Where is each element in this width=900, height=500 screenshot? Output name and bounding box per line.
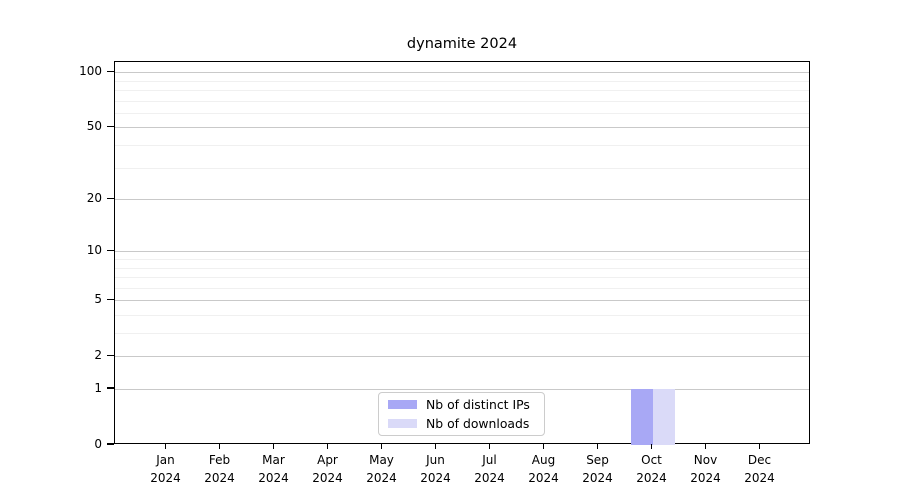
x-tick-label: Apr 2024: [300, 452, 356, 487]
x-tick-mark: [596, 444, 599, 449]
y-tick-mark: [107, 298, 114, 300]
y-tick-mark: [107, 354, 114, 356]
y-tick-label: 0: [94, 437, 102, 451]
gridline-major: [115, 199, 809, 201]
x-tick-mark: [326, 444, 329, 449]
y-tick-label: 1: [94, 381, 102, 396]
x-tick-label: Oct 2024: [624, 452, 680, 487]
x-tick-mark: [164, 444, 167, 449]
x-tick-mark: [542, 444, 545, 449]
legend-swatch: [388, 400, 417, 409]
x-tick-label-line: 2024: [420, 470, 451, 485]
x-tick-mark: [758, 444, 761, 449]
gridline-minor: [115, 287, 809, 289]
y-tick-label: 2: [94, 348, 102, 363]
bar-nb-of-distinct-ips: [630, 389, 653, 445]
y-tick-label: 100: [79, 64, 102, 79]
y-tick-mark: [107, 443, 114, 445]
x-tick-mark: [704, 444, 707, 449]
gridline-minor: [115, 100, 809, 102]
gridline-minor: [115, 267, 809, 269]
x-tick-label-line: Dec: [747, 453, 772, 467]
x-tick-label: May 2024: [354, 452, 410, 487]
y-tick-mark: [107, 249, 114, 252]
y-tick-mark: [107, 70, 114, 72]
y-tick-label: 50: [86, 119, 102, 134]
x-tick-mark: [380, 444, 383, 449]
x-tick-label-line: Apr: [317, 453, 338, 467]
gridline-major: [115, 300, 809, 302]
x-tick-label: Nov 2024: [678, 452, 734, 487]
chart-title: dynamite 2024: [406, 36, 518, 52]
x-tick-label-line: Nov: [693, 453, 718, 467]
gridline-minor: [115, 80, 809, 82]
x-tick-label-line: May: [369, 453, 394, 467]
x-tick-mark: [650, 444, 653, 449]
y-tick-label: 20: [86, 191, 102, 206]
x-tick-label: Jan 2024: [138, 452, 194, 487]
x-tick-mark: [218, 444, 221, 449]
legend-item: Nb of downloads: [388, 415, 536, 432]
y-tick-mark: [107, 387, 114, 389]
x-tick-label-line: 2024: [312, 470, 343, 485]
x-tick-label-line: Jul: [482, 453, 497, 467]
gridline-major: [115, 72, 809, 74]
x-tick-label-line: 2024: [582, 470, 613, 485]
x-tick-label-line: Jun: [426, 453, 445, 467]
gridline-major: [115, 251, 809, 253]
legend-item: Nb of distinct IPs: [388, 396, 536, 413]
x-tick-label-line: Aug: [531, 453, 556, 467]
bar-nb-of-downloads: [652, 389, 675, 445]
x-tick-label-line: 2024: [366, 470, 397, 485]
gridline-minor: [115, 277, 809, 279]
x-tick-label: Mar 2024: [246, 452, 302, 487]
x-tick-mark: [434, 444, 437, 449]
x-tick-label: Feb 2024: [192, 452, 248, 487]
legend-item-label: Nb of distinct IPs: [426, 397, 530, 412]
gridline-minor: [115, 167, 809, 169]
gridline-minor: [115, 113, 809, 115]
legend: Nb of distinct IPs Nb of downloads: [378, 392, 545, 436]
y-tick-label: 5: [94, 292, 102, 307]
gridline-major: [115, 127, 809, 129]
x-tick-label-line: 2024: [150, 470, 181, 485]
x-tick-label-line: 2024: [690, 470, 721, 485]
x-tick-label-line: 2024: [258, 470, 289, 485]
x-tick-label: Jul 2024: [462, 452, 518, 487]
gridline-minor: [115, 145, 809, 147]
y-tick-mark: [107, 197, 114, 199]
plot-area: [114, 61, 810, 445]
x-tick-label-line: 2024: [636, 470, 667, 485]
x-tick-label-line: Feb: [208, 453, 231, 467]
x-tick-label-line: 2024: [744, 470, 775, 485]
x-tick-mark: [488, 444, 491, 449]
x-tick-label-line: 2024: [528, 470, 559, 485]
gridline-minor: [115, 90, 809, 92]
x-tick-label-line: Jan: [156, 453, 175, 467]
x-tick-label-line: 2024: [204, 470, 235, 485]
y-tick-mark: [107, 125, 114, 128]
gridline-minor: [115, 333, 809, 335]
y-tick-label: 10: [86, 243, 102, 258]
legend-item-label: Nb of downloads: [426, 416, 530, 431]
x-tick-mark: [272, 444, 275, 449]
gridline-minor: [115, 315, 809, 317]
x-tick-label: Aug 2024: [516, 452, 572, 487]
x-tick-label: Dec 2024: [732, 452, 788, 487]
gridline-major: [115, 389, 809, 391]
gridline-major: [115, 356, 809, 358]
legend-swatch: [388, 419, 417, 428]
x-tick-label-line: 2024: [474, 470, 505, 485]
x-tick-label-line: Mar: [262, 453, 285, 467]
x-tick-label-line: Sep: [586, 453, 609, 467]
x-tick-label-line: Oct: [641, 453, 662, 467]
x-tick-label: Jun 2024: [408, 452, 464, 487]
gridline-minor: [115, 259, 809, 261]
x-tick-label: Sep 2024: [570, 452, 626, 487]
